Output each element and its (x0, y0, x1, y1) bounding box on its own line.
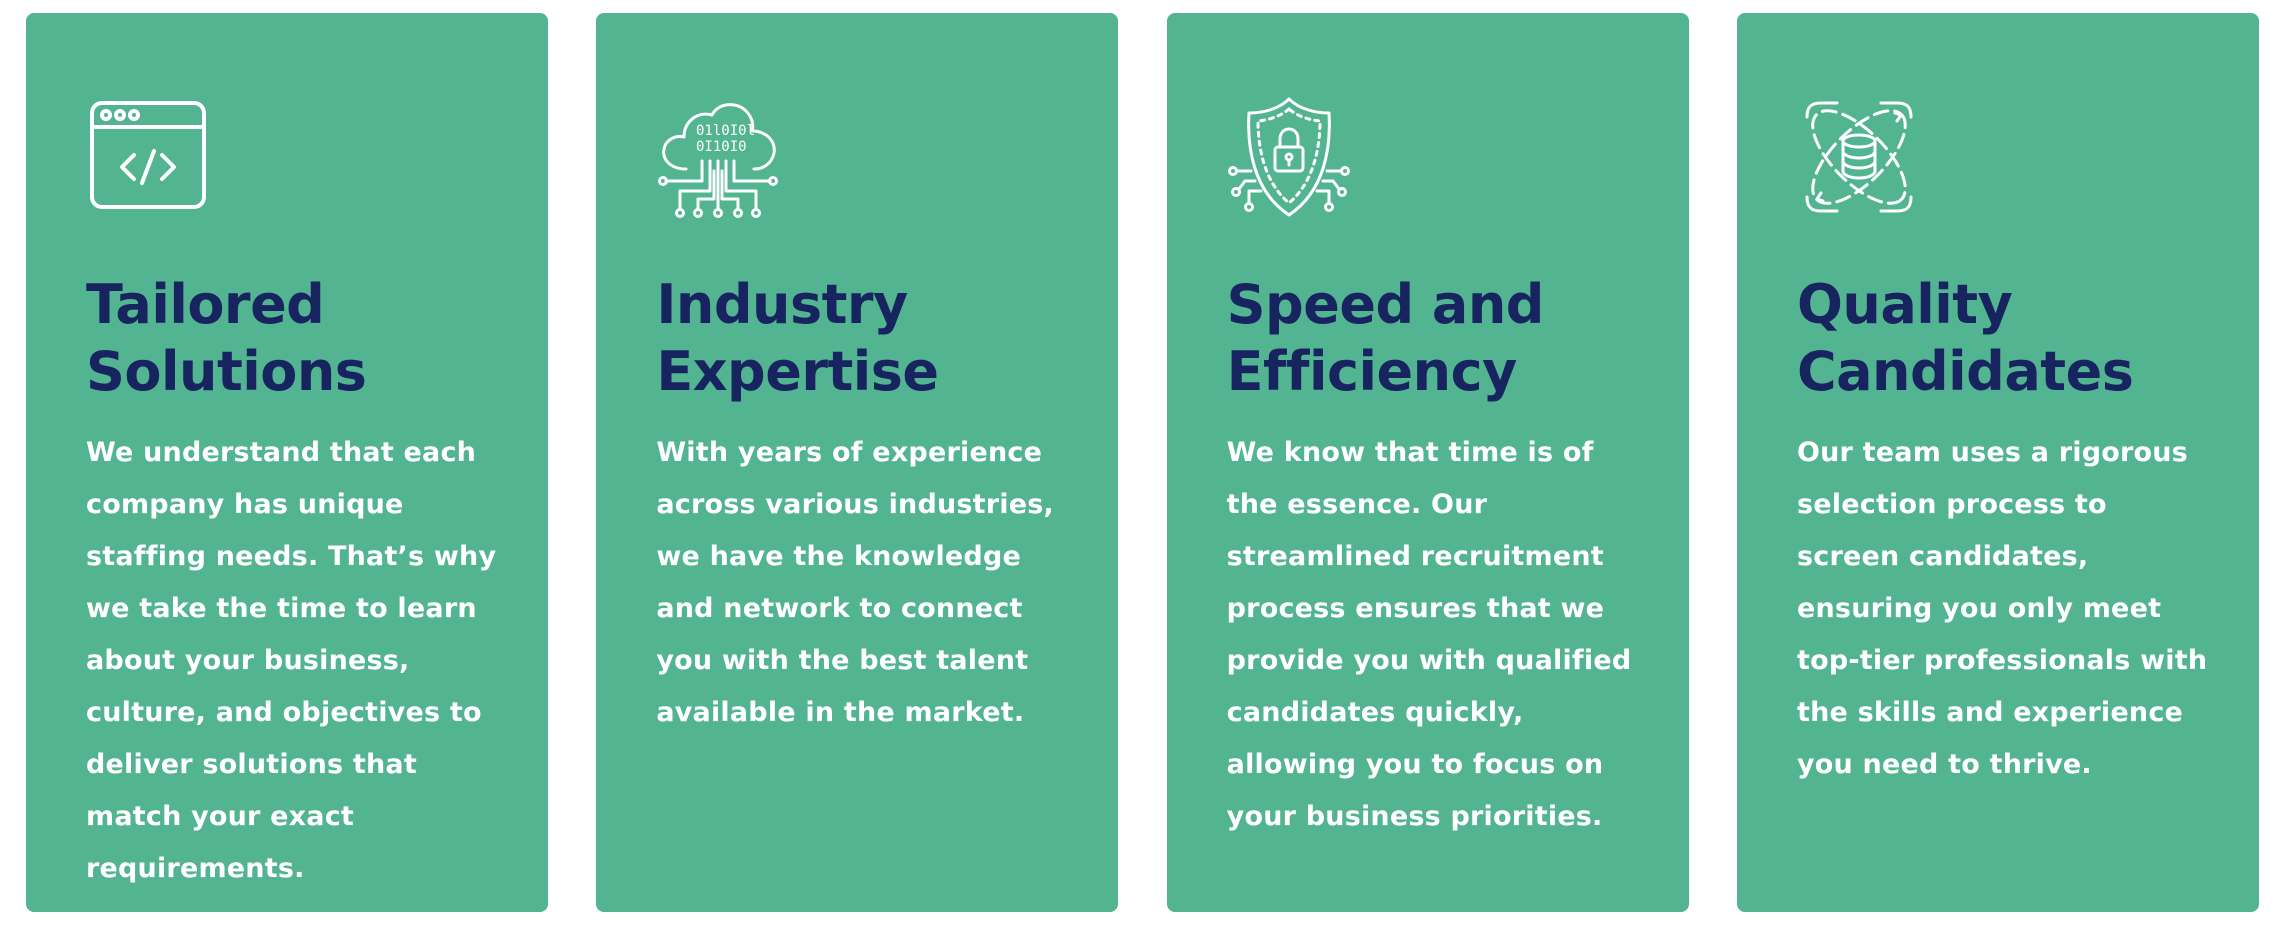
card-description: We understand that each company has uniq… (86, 437, 497, 884)
browser-code-icon (86, 95, 210, 219)
svg-text:0I10I0: 0I10I0 (696, 139, 747, 155)
feature-card-speed-efficiency: Speed and Efficiency We know that time i… (1166, 13, 1689, 912)
card-description: Our team uses a rigorous selection proce… (1796, 437, 2208, 780)
card-title: Tailored Solutions (86, 273, 367, 403)
card-title: Industry Expertise (656, 273, 939, 403)
card-description: With years of experience across various … (656, 437, 1055, 728)
svg-text:01l0I0l: 01l0I0l (696, 123, 755, 139)
feature-card-industry-expertise: 01l0I0l 0I10I0 Industry Expertise With y… (596, 13, 1119, 912)
card-title: Quality Candidates (1796, 273, 2134, 403)
feature-card-tailored-solutions: Tailored Solutions We understand that ea… (26, 13, 548, 912)
card-title: Speed and Efficiency (1226, 273, 1545, 403)
feature-cards: Tailored Solutions We understand that ea… (26, 13, 2259, 912)
cloud-binary-circuit-icon: 01l0I0l 0I10I0 (656, 95, 780, 219)
database-orbit-icon (1797, 95, 1921, 219)
card-description: We know that time is of the essence. Our… (1226, 437, 1632, 832)
shield-lock-circuit-icon (1227, 95, 1351, 219)
feature-card-quality-candidates: Quality Candidates Our team uses a rigor… (1736, 13, 2259, 912)
